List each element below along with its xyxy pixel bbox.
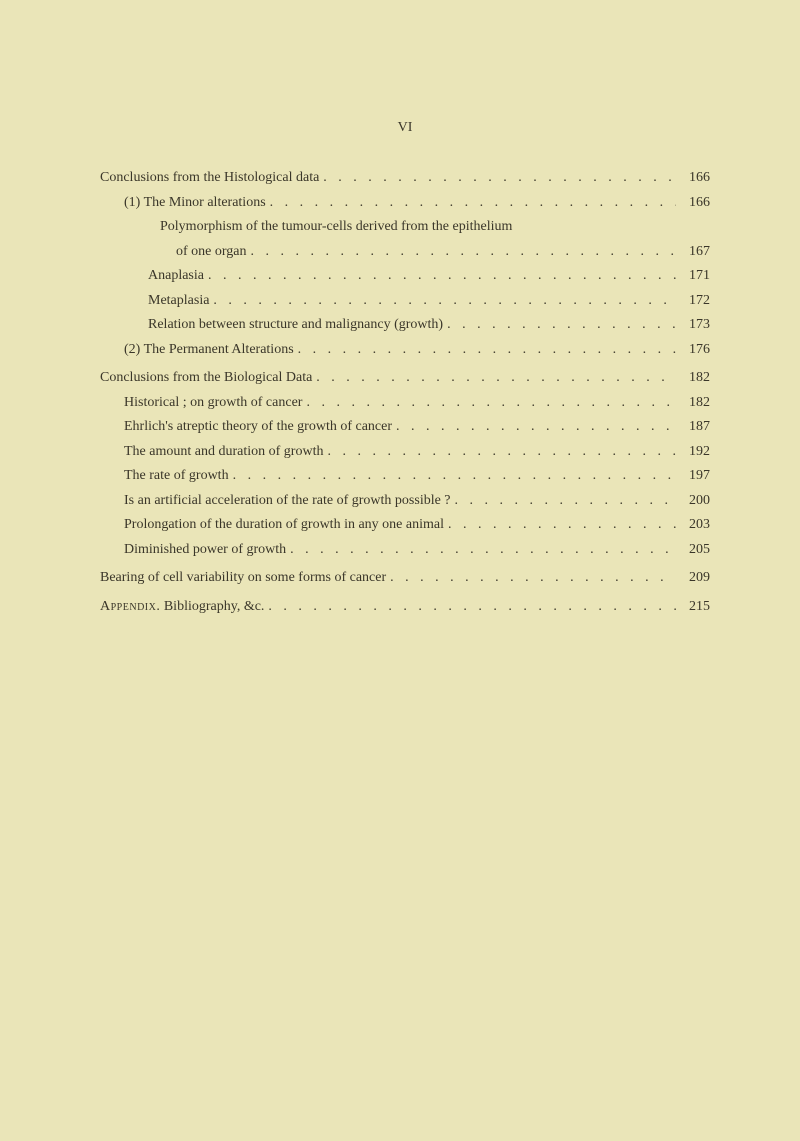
- toc-leader-dots: . . . . . . . . . . . . . . . . . . . . …: [270, 191, 676, 216]
- toc-entry: Prolongation of the duration of growth i…: [100, 513, 710, 538]
- toc-entry-text: (2) The Permanent Alterations: [124, 338, 294, 363]
- toc-entry: (1) The Minor alterations. . . . . . . .…: [100, 191, 710, 216]
- toc-entry: Relation between structure and malignanc…: [100, 313, 710, 338]
- toc-entry-page: 171: [680, 264, 710, 289]
- toc-entry: Bearing of cell variability on some form…: [100, 566, 710, 591]
- page-content: VI Conclusions from the Histological dat…: [0, 0, 800, 669]
- toc-entry-page: 176: [680, 338, 710, 363]
- toc-entry: Appendix. Bibliography, &c.. . . . . . .…: [100, 595, 710, 620]
- toc-entry: Historical ; on growth of cancer. . . . …: [100, 391, 710, 416]
- toc-entry-page: 166: [680, 191, 710, 216]
- toc-entry-page: 182: [680, 366, 710, 391]
- toc-entry-page: 192: [680, 440, 710, 465]
- toc-entry-text: Bearing of cell variability on some form…: [100, 566, 386, 591]
- toc-leader-dots: . . . . . . . . . . . . . . . . . . . . …: [298, 338, 676, 363]
- toc-entry-text: Diminished power of growth: [124, 538, 286, 563]
- toc-leader-dots: . . . . . . . . . . . . . . . . . . . . …: [233, 464, 676, 489]
- toc-entry-page: 200: [680, 489, 710, 514]
- toc-entry-text: Conclusions from the Biological Data: [100, 366, 312, 391]
- toc-entry-text: The rate of growth: [124, 464, 229, 489]
- toc-entry-page: 167: [680, 240, 710, 265]
- toc-entry-text: Is an artificial acceleration of the rat…: [124, 489, 451, 514]
- toc-entry-page: 209: [680, 566, 710, 591]
- toc-entry-page: 187: [680, 415, 710, 440]
- toc-entry-page: 182: [680, 391, 710, 416]
- toc-entry-text: Anaplasia: [148, 264, 204, 289]
- toc-entry: Polymorphism of the tumour-cells derived…: [100, 215, 710, 240]
- toc-entry: Ehrlich's atreptic theory of the growth …: [100, 415, 710, 440]
- toc-entry-text: Metaplasia: [148, 289, 209, 314]
- toc-leader-dots: . . . . . . . . . . . . . . . . . . . . …: [290, 538, 676, 563]
- toc-leader-dots: . . . . . . . . . . . . . . . . . . . . …: [447, 313, 676, 338]
- toc-entry-page: 197: [680, 464, 710, 489]
- toc-entry-text: Prolongation of the duration of growth i…: [124, 513, 444, 538]
- page-number-header: VI: [100, 120, 710, 136]
- toc-entry: of one organ. . . . . . . . . . . . . . …: [100, 240, 710, 265]
- toc-entry: Metaplasia. . . . . . . . . . . . . . . …: [100, 289, 710, 314]
- toc-leader-dots: . . . . . . . . . . . . . . . . . . . . …: [448, 513, 676, 538]
- toc-entry-page: 173: [680, 313, 710, 338]
- toc-entry-text: Appendix. Bibliography, &c.: [100, 595, 264, 620]
- toc-entry: Anaplasia. . . . . . . . . . . . . . . .…: [100, 264, 710, 289]
- toc-entry: Diminished power of growth. . . . . . . …: [100, 538, 710, 563]
- toc-entry-page: 205: [680, 538, 710, 563]
- toc-entry: Conclusions from the Histological data. …: [100, 166, 710, 191]
- table-of-contents: Conclusions from the Histological data. …: [100, 166, 710, 619]
- toc-leader-dots: . . . . . . . . . . . . . . . . . . . . …: [306, 391, 676, 416]
- toc-entry-page: 215: [680, 595, 710, 620]
- toc-entry-page: 172: [680, 289, 710, 314]
- toc-leader-dots: . . . . . . . . . . . . . . . . . . . . …: [390, 566, 676, 591]
- toc-leader-dots: . . . . . . . . . . . . . . . . . . . . …: [455, 489, 676, 514]
- toc-entry: (2) The Permanent Alterations. . . . . .…: [100, 338, 710, 363]
- toc-entry-page: 166: [680, 166, 710, 191]
- toc-leader-dots: . . . . . . . . . . . . . . . . . . . . …: [268, 595, 676, 620]
- toc-leader-dots: . . . . . . . . . . . . . . . . . . . . …: [327, 440, 676, 465]
- toc-leader-dots: . . . . . . . . . . . . . . . . . . . . …: [396, 415, 676, 440]
- toc-entry-page: 203: [680, 513, 710, 538]
- toc-leader-dots: . . . . . . . . . . . . . . . . . . . . …: [251, 240, 677, 265]
- toc-entry-text: Ehrlich's atreptic theory of the growth …: [124, 415, 392, 440]
- toc-entry-text: Relation between structure and malignanc…: [148, 313, 443, 338]
- toc-entry-text: (1) The Minor alterations: [124, 191, 266, 216]
- toc-entry-text: Conclusions from the Histological data: [100, 166, 319, 191]
- toc-entry: Conclusions from the Biological Data. . …: [100, 366, 710, 391]
- toc-entry: The rate of growth. . . . . . . . . . . …: [100, 464, 710, 489]
- toc-entry: The amount and duration of growth. . . .…: [100, 440, 710, 465]
- toc-entry-text: of one organ: [160, 240, 247, 265]
- toc-leader-dots: . . . . . . . . . . . . . . . . . . . . …: [323, 166, 676, 191]
- toc-entry-text: Polymorphism of the tumour-cells derived…: [160, 215, 512, 240]
- toc-entry: Is an artificial acceleration of the rat…: [100, 489, 710, 514]
- toc-leader-dots: . . . . . . . . . . . . . . . . . . . . …: [213, 289, 676, 314]
- toc-leader-dots: . . . . . . . . . . . . . . . . . . . . …: [208, 264, 676, 289]
- toc-leader-dots: . . . . . . . . . . . . . . . . . . . . …: [316, 366, 676, 391]
- toc-entry-text: Historical ; on growth of cancer: [124, 391, 302, 416]
- toc-entry-text: The amount and duration of growth: [124, 440, 323, 465]
